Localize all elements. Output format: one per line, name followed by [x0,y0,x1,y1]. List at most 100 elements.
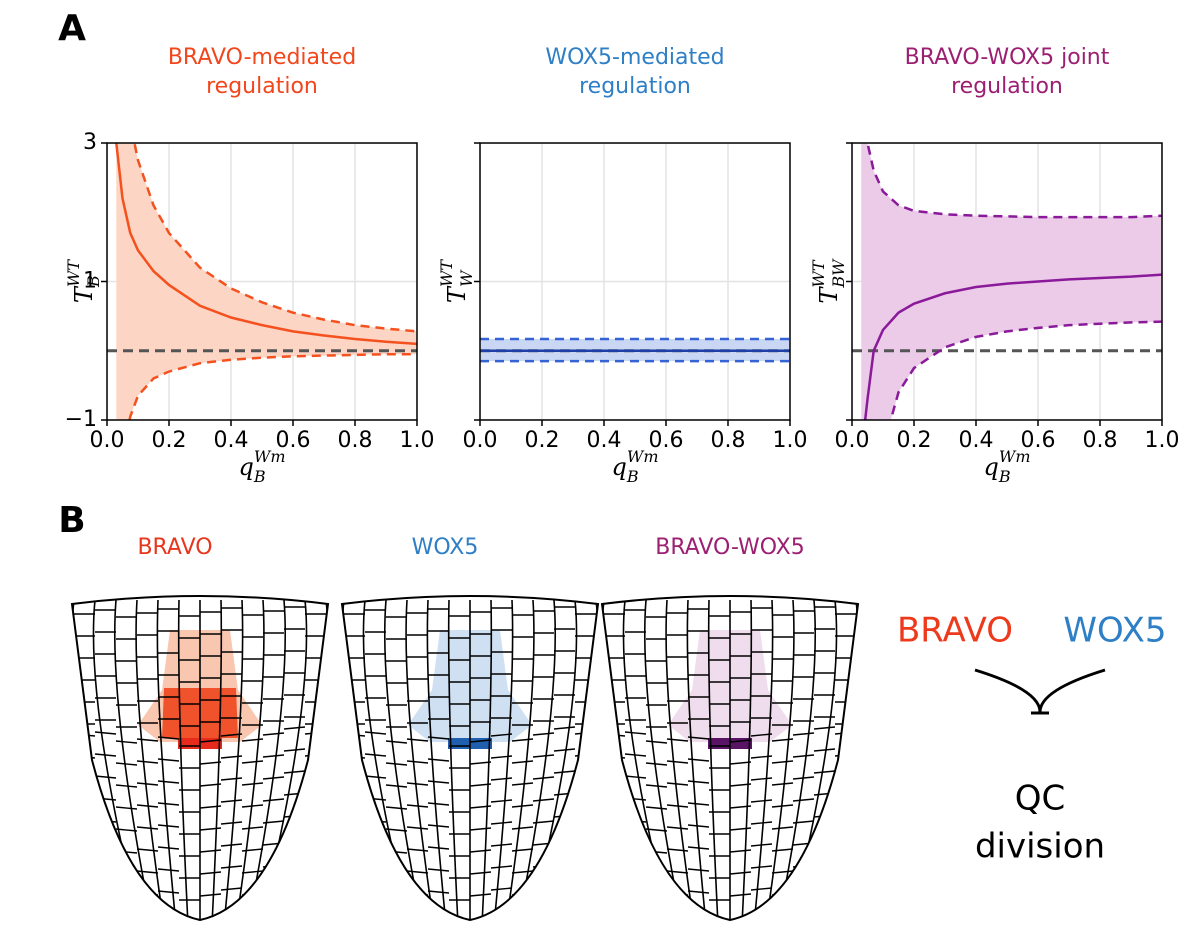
math-sub: W [457,269,476,287]
cell-wall [835,798,856,800]
cell-wall [74,866,95,868]
cell-wall [74,844,95,846]
x-tick-label: 0.2 [897,428,932,453]
cell-wall [835,864,856,866]
math-base: q [239,453,254,481]
cell-wall [533,887,554,889]
x-tick-label: 1.0 [1145,428,1180,453]
cell-wall [95,842,116,844]
cell-wall [344,866,365,868]
cell-wall [386,873,407,875]
chart-title: BRAVO-WOX5 joint [905,45,1110,70]
cell-wall [344,888,365,890]
axis-label: qWmB [239,447,286,486]
x-tick-label: 1.0 [773,428,808,453]
cell-wall [344,844,365,846]
model-label: BRAVO [897,611,1013,651]
cell-wall [814,881,835,883]
chart-title: WOX5-mediated [545,45,724,70]
cell-wall [793,887,814,889]
cell-wall [625,886,646,888]
cell-wall [305,820,326,822]
cell-wall [625,842,646,844]
cell-wall [835,842,856,844]
cell-wall [74,888,95,890]
cell-wall [835,776,856,778]
cell-wall [814,837,835,839]
cell-wall [575,776,596,778]
cell-wall [305,776,326,778]
band [861,101,1162,697]
x-tick-label: 0.0 [835,428,870,453]
math-sub: B [626,467,639,486]
root-label: BRAVO-WOX5 [655,535,805,560]
root-label: BRAVO [137,535,212,560]
x-tick-label: 0.0 [463,428,498,453]
cell-wall [305,842,326,844]
cell-wall [835,886,856,888]
axis-label: TWTB [64,259,103,303]
cell-wall [284,837,305,839]
cell-wall [344,822,365,824]
chart-title: regulation [206,74,318,99]
axis-label: TWTBW [809,258,848,304]
cell-wall [305,864,326,866]
x-tick-label: 0.4 [587,428,622,453]
panel-label: A [58,8,86,49]
x-tick-label: 0.8 [1083,428,1118,453]
cell-wall [284,881,305,883]
math-sub: BW [829,258,848,289]
cell-wall [365,842,386,844]
math-sub: B [84,275,103,288]
x-tick-label: 0.2 [525,428,560,453]
root [342,596,598,925]
cell-wall [575,820,596,822]
math-sup: Wm [999,447,1031,466]
cell-wall [814,859,835,861]
cell-wall [344,800,365,802]
figure: A B BRAVO-mediatedregulation0.00.20.40.6… [0,0,1198,938]
cell-wall [284,859,305,861]
root [602,596,858,925]
plot-area [852,101,1162,697]
cell-wall [305,798,326,800]
cell-wall [575,886,596,888]
math-sup: WT [437,259,456,287]
cell-wall [554,881,575,883]
cell-wall [646,895,667,897]
axis-label: qWmB [612,447,659,486]
cell-wall [575,798,596,800]
math-text: TWTW [437,259,476,303]
model-target: QC [1015,779,1066,819]
x-tick-label: 0.8 [338,428,373,453]
cell-wall [95,864,116,866]
axis-label: TWTW [437,259,476,303]
cell-wall [575,864,596,866]
x-tick-label: 1.0 [400,428,435,453]
chart-title: BRAVO-mediated [168,45,356,70]
cell-wall [305,886,326,888]
math-text: TWTB [64,259,103,303]
root [72,596,328,925]
cell-wall [604,888,625,890]
math-text: qWmB [612,447,659,486]
math-sup: Wm [254,447,286,466]
math-text: qWmB [239,447,286,486]
plot-area [480,143,790,420]
math-text: qWmB [984,447,1031,486]
math-sup: Wm [627,447,659,466]
cell-wall [554,837,575,839]
cell-wall [625,864,646,866]
cell-wall [95,886,116,888]
axis-label: qWmB [984,447,1031,486]
cell-wall [575,842,596,844]
cell-wall [116,873,137,875]
panel-label: B [58,500,85,541]
x-tick-label: 0.2 [152,428,187,453]
cell-wall [604,800,625,802]
series-line [861,101,1162,217]
cell-wall [263,887,284,889]
cell-wall [604,778,625,780]
cell-wall [344,778,365,780]
cell-wall [386,895,407,897]
